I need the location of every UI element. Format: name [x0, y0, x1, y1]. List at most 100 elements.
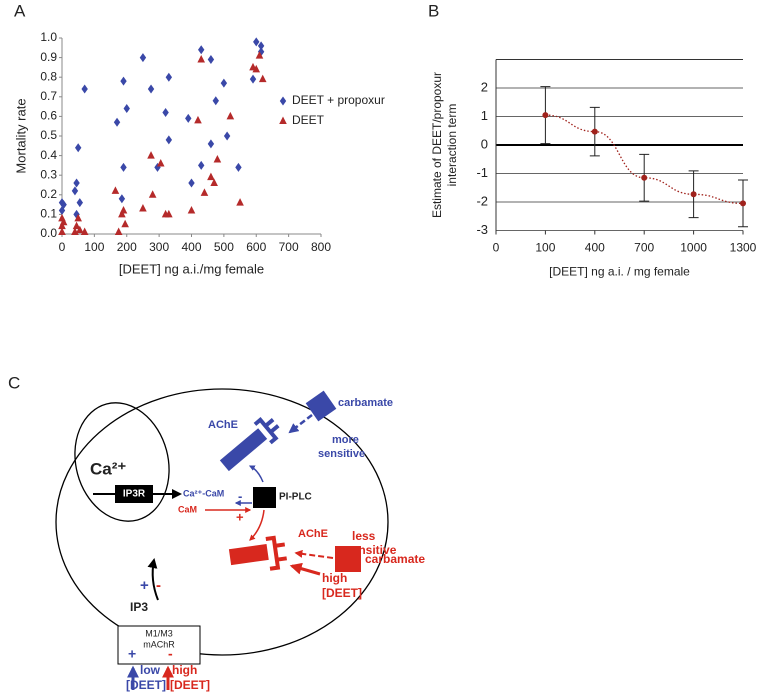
sign: -: [238, 488, 242, 503]
point: [542, 112, 549, 119]
point: [73, 209, 80, 219]
point: [591, 128, 598, 135]
point: [60, 200, 67, 210]
arrow: [147, 558, 159, 601]
point: [139, 204, 147, 212]
point: [165, 72, 173, 82]
er: [74, 402, 170, 522]
point: [156, 158, 165, 167]
y-axis-label: interaction term: [445, 104, 459, 187]
cell: [55, 388, 389, 656]
sensitivity-label: sensitive: [318, 448, 365, 460]
y-tick-label: 0.0: [40, 226, 57, 240]
arrow: [248, 465, 264, 483]
y-tick-label: 0.8: [40, 69, 57, 83]
point: [252, 64, 261, 73]
diagram: Ca²⁺ IP3R Ca²⁺-CaM CaM PI-PLC - + AChE c…: [55, 388, 425, 692]
y-tick-label: -2: [476, 193, 488, 208]
deet-label: [DEET]: [170, 678, 210, 692]
point: [120, 76, 127, 86]
point: [113, 117, 121, 127]
deet-label: [DEET]: [322, 586, 362, 600]
point: [147, 84, 155, 94]
y-tick-label: -3: [476, 222, 488, 237]
deet-label: [DEET]: [126, 678, 166, 692]
plc-box: [253, 487, 276, 508]
legend-marker: [279, 96, 287, 106]
point: [73, 178, 80, 188]
x-axis-label: [DEET] ng a.i. / mg female: [549, 265, 690, 279]
legend-marker: [279, 116, 287, 124]
x-tick-label: 700: [279, 240, 299, 254]
point: [119, 205, 128, 214]
point: [249, 74, 257, 84]
carbamate-box: [305, 390, 337, 422]
point: [210, 178, 218, 187]
point: [207, 139, 215, 149]
point: [121, 219, 129, 228]
point: [194, 115, 202, 124]
ip3-label: IP3: [130, 600, 148, 614]
point: [213, 155, 222, 163]
receptor-label: M1/M3: [145, 628, 173, 638]
point: [120, 162, 127, 172]
sensitivity-label: more: [332, 434, 359, 446]
sign: +: [236, 509, 244, 524]
point: [123, 104, 130, 114]
panel-label: C: [8, 373, 20, 392]
y-tick-label: 1.0: [40, 30, 57, 44]
point: [114, 227, 123, 236]
x-tick-label: 100: [84, 240, 104, 254]
y-tick-label: 0: [481, 136, 488, 151]
deet-label: high: [172, 663, 197, 677]
panel-label: A: [14, 1, 26, 20]
point: [257, 41, 265, 51]
point: [162, 107, 169, 117]
point: [198, 160, 205, 170]
ache-label: AChE: [298, 528, 328, 540]
deet-label: low: [140, 663, 161, 677]
point: [198, 45, 205, 55]
line: [545, 114, 744, 205]
sign: -: [168, 646, 173, 662]
point: [185, 113, 192, 123]
point: [148, 190, 157, 198]
point: [71, 227, 79, 236]
deet-label: high: [322, 571, 347, 585]
point: [147, 151, 155, 159]
point: [118, 194, 126, 204]
point: [740, 200, 746, 207]
point: [236, 198, 244, 206]
point: [118, 209, 126, 218]
point: [207, 172, 215, 181]
point: [74, 213, 82, 222]
point: [255, 51, 264, 59]
x-tick-label: 400: [181, 240, 201, 254]
receptor-label: mAChR: [143, 639, 175, 649]
ip3r-box: [115, 485, 153, 503]
point: [220, 78, 228, 88]
y-tick-label: 0.5: [40, 128, 57, 142]
point: [165, 209, 173, 218]
point: [235, 162, 242, 172]
x-tick-label: 1300: [730, 241, 757, 255]
x-tick-label: 100: [535, 241, 555, 255]
receptor-box: [117, 625, 201, 665]
y-axis-label: Mortality rate: [13, 98, 28, 173]
sign: -: [156, 577, 161, 594]
y-tick-label: 0.1: [40, 207, 57, 221]
ache-blue: [219, 417, 280, 472]
ca-cam-label: Ca²⁺-CaM: [183, 488, 224, 498]
y-tick-label: 0.4: [40, 148, 57, 162]
sign: +: [140, 577, 149, 594]
point: [212, 96, 219, 106]
x-tick-label: 0: [59, 240, 66, 254]
point: [81, 84, 88, 94]
point: [258, 74, 267, 83]
x-tick-label: 0: [493, 241, 500, 255]
y-tick-label: 0.6: [40, 109, 57, 123]
y-tick-label: 2: [481, 79, 488, 94]
x-tick-label: 600: [246, 240, 266, 254]
point: [80, 227, 89, 236]
y-tick-label: -1: [476, 165, 488, 180]
